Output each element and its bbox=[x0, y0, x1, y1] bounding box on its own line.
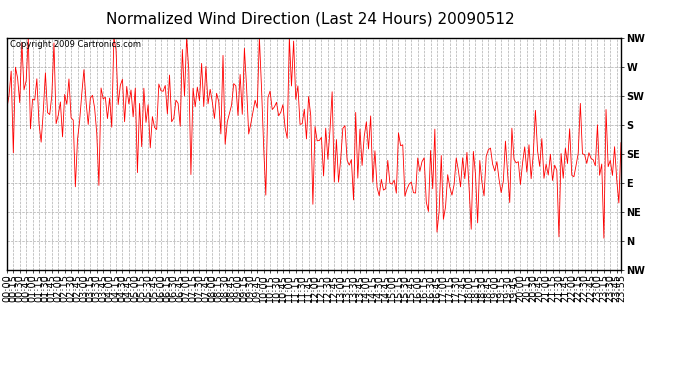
Text: Copyright 2009 Cartronics.com: Copyright 2009 Cartronics.com bbox=[10, 40, 141, 49]
Text: Normalized Wind Direction (Last 24 Hours) 20090512: Normalized Wind Direction (Last 24 Hours… bbox=[106, 11, 515, 26]
